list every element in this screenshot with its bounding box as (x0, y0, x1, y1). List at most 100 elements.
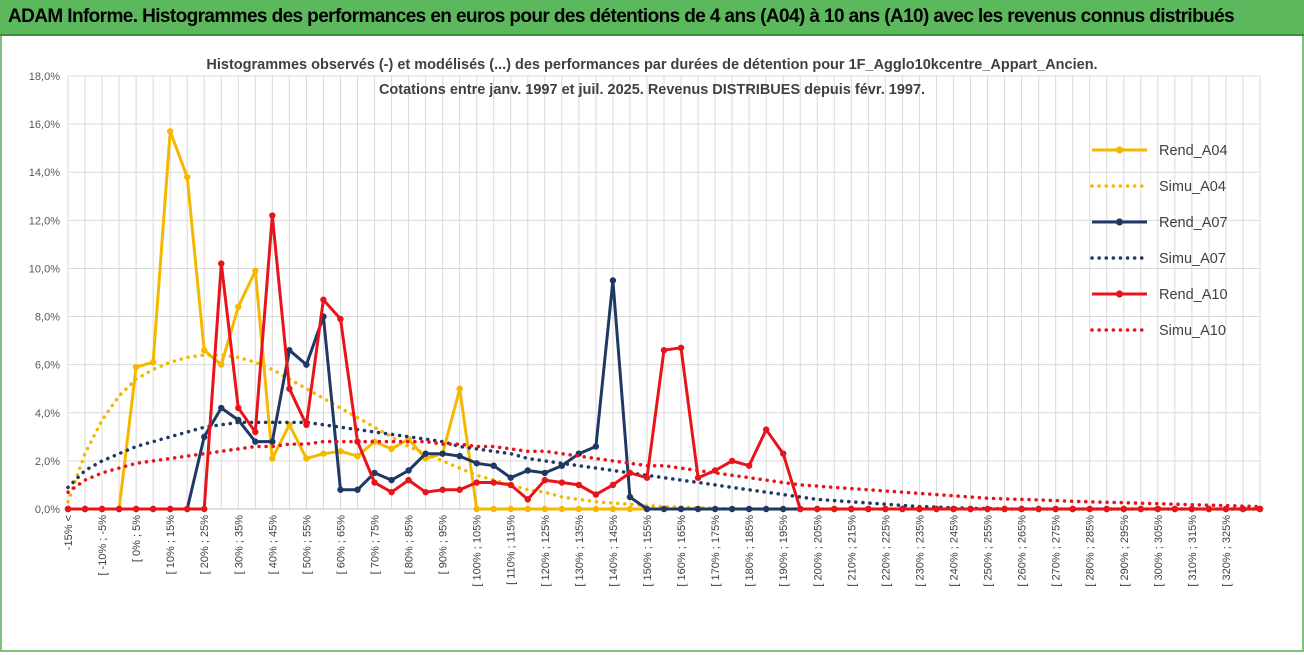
data-point-rend-a07 (201, 433, 208, 441)
data-point-rend-a10 (831, 505, 838, 513)
data-point-rend-a07 (490, 462, 497, 469)
x-tick-label: -15% < (63, 515, 75, 550)
data-point-rend-a10 (1035, 505, 1042, 513)
data-point-rend-a07 (371, 469, 378, 477)
data-point-rend-a04 (473, 505, 480, 513)
y-tick-label: 16,0% (29, 119, 60, 131)
data-point-rend-a07 (252, 438, 259, 445)
data-point-rend-a10 (984, 505, 991, 513)
data-point-rend-a10 (115, 505, 123, 513)
x-tick-label: [ 250% ; 255% (983, 515, 995, 587)
x-tick-label: [ 20% ; 25% (199, 515, 211, 575)
data-point-rend-a10 (64, 505, 72, 513)
data-point-rend-a07 (473, 460, 480, 467)
x-tick-label: [ 270% ; 275% (1051, 515, 1063, 587)
legend-label: Simu_A07 (1159, 251, 1226, 267)
data-point-rend-a07 (728, 505, 736, 513)
data-point-rend-a10 (149, 505, 157, 513)
legend-marker (1115, 146, 1124, 154)
x-tick-label: [ 240% ; 245% (948, 515, 960, 587)
report-title: ADAM Informe. Histogrammes des performan… (8, 6, 1235, 27)
data-point-rend-a10 (1188, 505, 1196, 513)
x-tick-label: [ 180% ; 185% (744, 515, 756, 587)
data-point-rend-a07 (354, 486, 361, 493)
x-tick-labels: -15% < [ -10% ; -5% [ 0% ; 5% [ 10% ; 15% [ … (63, 515, 1233, 587)
data-point-rend-a10 (660, 347, 668, 354)
x-tick-label: [ 190% ; 195% (778, 515, 790, 587)
data-point-rend-a10 (1086, 505, 1093, 513)
data-point-rend-a04 (320, 450, 327, 457)
data-point-rend-a10 (405, 476, 412, 484)
data-point-rend-a10 (609, 481, 617, 489)
data-point-rend-a07 (286, 347, 293, 354)
x-tick-label: [ 0% ; 5% (131, 515, 143, 562)
data-point-rend-a10 (950, 505, 957, 513)
data-point-rend-a10 (218, 260, 225, 267)
x-tick-label: [ 140% ; 145% (608, 515, 620, 587)
data-point-rend-a10 (1103, 505, 1110, 513)
x-tick-label: [ 10% ; 15% (165, 515, 177, 575)
data-point-rend-a10 (1171, 505, 1179, 513)
data-point-rend-a04 (558, 505, 566, 513)
x-tick-label: [ 40% ; 45% (267, 515, 279, 575)
data-point-rend-a07 (609, 277, 617, 284)
series-line-simu-a10 (66, 439, 1262, 509)
data-point-rend-a07 (745, 505, 753, 513)
data-point-rend-a07 (524, 467, 531, 474)
x-tick-label: [ 120% ; 125% (540, 515, 552, 587)
chart-title: Histogrammes observés (-) et modélisés (… (206, 57, 1097, 73)
data-point-rend-a07 (592, 443, 600, 450)
data-point-rend-a10 (456, 486, 463, 493)
data-point-rend-a04 (575, 505, 583, 513)
data-point-rend-a10 (1018, 505, 1025, 513)
data-point-rend-a04 (269, 455, 276, 462)
grid-layer (67, 75, 1261, 510)
data-point-rend-a07 (677, 505, 685, 513)
x-tick-label: [ 310% ; 315% (1187, 515, 1199, 587)
data-point-rend-a07 (388, 476, 395, 484)
data-point-rend-a10 (439, 486, 446, 493)
x-tick-label: [ 50% ; 55% (301, 515, 313, 575)
legend-marker (1115, 290, 1124, 298)
x-tick-label: [ 280% ; 285% (1085, 515, 1097, 587)
data-point-rend-a04 (235, 303, 242, 311)
x-tick-label: [ 90% ; 95% (438, 515, 450, 575)
data-point-rend-a07 (694, 505, 702, 513)
x-tick-label: [ 80% ; 85% (404, 515, 416, 575)
data-point-rend-a07 (711, 505, 719, 513)
data-point-rend-a07 (626, 493, 634, 501)
x-tick-label: [ 260% ; 265% (1017, 515, 1029, 587)
data-point-rend-a10 (728, 457, 736, 465)
data-point-rend-a04 (184, 173, 191, 181)
series-layer (64, 128, 1264, 513)
data-point-rend-a07 (780, 505, 787, 513)
data-point-rend-a04 (337, 448, 344, 455)
y-tick-label: 10,0% (29, 263, 60, 275)
data-point-rend-a10 (303, 421, 310, 429)
data-point-rend-a10 (967, 505, 974, 513)
y-tick-labels: 0,0% 2,0% 4,0% 6,0% 8,0% 10,0% 12,0% 14,0% 16,0%… (29, 71, 60, 516)
data-point-rend-a07 (405, 467, 412, 474)
x-tick-label: [ 200% ; 205% (812, 515, 824, 587)
data-point-rend-a10 (235, 404, 242, 412)
data-point-rend-a10 (269, 212, 276, 219)
y-tick-label: 4,0% (35, 408, 60, 420)
data-point-rend-a10 (745, 462, 753, 469)
data-point-rend-a10 (132, 505, 140, 513)
legend-label: Rend_A07 (1159, 215, 1228, 231)
x-tick-label: [ 170% ; 175% (710, 515, 722, 587)
y-tick-label: 12,0% (29, 215, 60, 227)
data-point-rend-a10 (575, 481, 583, 489)
data-point-rend-a07 (269, 438, 276, 445)
data-point-rend-a10 (337, 315, 344, 323)
data-point-rend-a04 (490, 505, 497, 513)
data-point-rend-a10 (1069, 505, 1076, 513)
data-point-rend-a07 (643, 505, 651, 513)
data-point-rend-a10 (1205, 505, 1213, 513)
data-point-rend-a10 (166, 505, 174, 513)
data-point-rend-a10 (1052, 505, 1059, 513)
data-point-rend-a04 (354, 452, 361, 460)
data-point-rend-a10 (865, 505, 872, 513)
legend-label: Simu_A04 (1159, 179, 1226, 195)
data-point-rend-a10 (490, 479, 497, 486)
